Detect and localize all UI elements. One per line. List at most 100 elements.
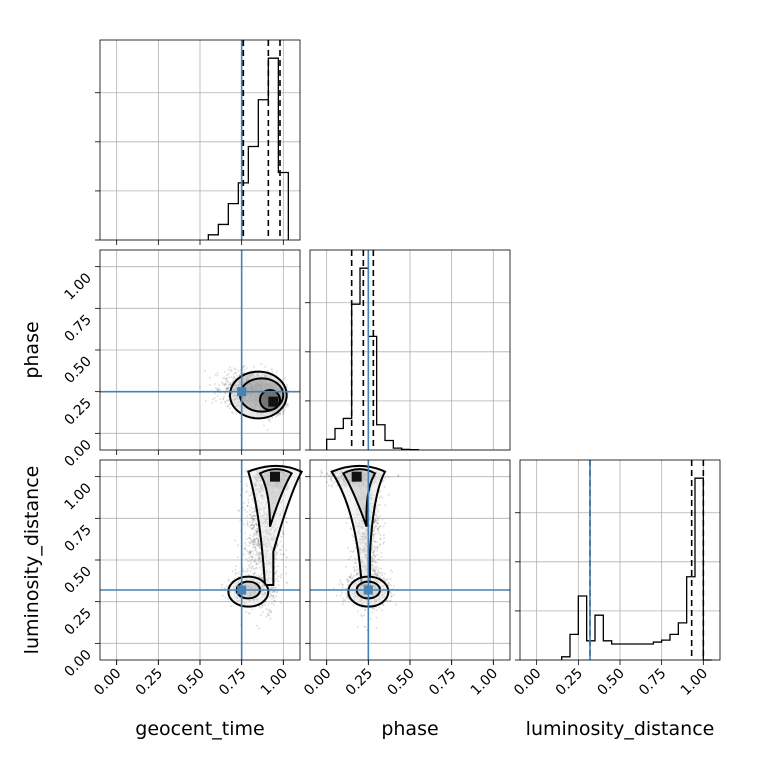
sample-point [258, 555, 261, 558]
sample-point [251, 521, 254, 524]
sample-point [256, 624, 259, 627]
sample-point [279, 601, 282, 604]
sample-point [324, 475, 327, 478]
sample-point [234, 564, 237, 567]
sample-point [246, 570, 249, 573]
sample-point [251, 507, 254, 510]
sample-point [229, 383, 232, 386]
sample-point [226, 387, 229, 390]
sample-point [253, 532, 256, 535]
sample-point [261, 606, 264, 609]
sample-point [228, 580, 231, 583]
sample-point [284, 555, 287, 558]
sample-point [255, 523, 258, 526]
sample-point [273, 599, 276, 602]
sample-point [224, 402, 227, 405]
sample-point [227, 372, 230, 375]
sample-point [247, 564, 250, 567]
sample-point [249, 541, 252, 544]
sample-point [279, 540, 282, 543]
truth-marker [237, 387, 247, 397]
sample-point [211, 401, 214, 404]
sample-point [229, 366, 232, 369]
sample-point [286, 556, 289, 559]
sample-point [379, 534, 382, 537]
sample-point [285, 549, 288, 552]
sample-point [234, 412, 237, 415]
sample-point [281, 558, 284, 561]
sample-point [227, 598, 230, 601]
sample-point [246, 504, 249, 507]
sample-point [230, 605, 233, 608]
sample-point [226, 374, 229, 377]
sample-point [273, 596, 276, 599]
sample-point [245, 558, 248, 561]
sample-point [232, 373, 235, 376]
sample-point [216, 374, 219, 377]
sample-point [269, 420, 272, 423]
sample-point [225, 382, 228, 385]
x-axis-label-0: geocent_time [135, 718, 264, 740]
sample-point [225, 386, 228, 389]
sample-point [227, 399, 230, 402]
sample-point [250, 539, 253, 542]
sample-point [242, 501, 245, 504]
sample-point [261, 611, 264, 614]
sample-point [279, 548, 282, 551]
sample-point [227, 368, 230, 371]
sample-point [268, 418, 271, 421]
sample-point [209, 384, 212, 387]
sample-point [247, 501, 250, 504]
sample-point [355, 569, 358, 572]
sample-point [224, 596, 227, 599]
sample-point [242, 568, 245, 571]
sample-point [237, 544, 240, 547]
sample-point [227, 386, 230, 389]
joint-panel-geocent_time-luminosity_distance [99, 459, 304, 661]
sample-point [258, 566, 261, 569]
sample-point [245, 611, 248, 614]
sample-point [225, 377, 228, 380]
sample-point [253, 365, 256, 368]
sample-point [285, 403, 288, 406]
sample-point [230, 383, 233, 386]
sample-point [264, 604, 267, 607]
sample-point [279, 576, 282, 579]
sample-point [254, 558, 257, 561]
histogram-step-geocent_time [207, 57, 289, 240]
sample-point [269, 617, 272, 620]
sample-point [220, 401, 223, 404]
sample-point [248, 545, 251, 548]
sample-point [249, 551, 252, 554]
sample-point [232, 378, 235, 381]
sample-point [282, 553, 285, 556]
sample-point [228, 383, 231, 386]
sample-point [235, 371, 238, 374]
sample-point [225, 379, 228, 382]
sample-point [234, 539, 237, 542]
histogram-step-phase [326, 267, 419, 451]
sample-point [223, 371, 226, 374]
sample-point [227, 387, 230, 390]
sample-point [211, 398, 214, 401]
sample-point [328, 474, 331, 477]
sample-point [255, 563, 258, 566]
sample-point [275, 557, 278, 560]
sample-point [230, 369, 233, 372]
sample-point [283, 377, 286, 380]
sample-point [257, 559, 260, 562]
sample-point [226, 387, 229, 390]
sample-point [387, 476, 390, 479]
sample-point [225, 379, 228, 382]
sample-point [252, 546, 255, 549]
sample-point [277, 584, 280, 587]
sample-point [237, 509, 240, 512]
sample-point [286, 521, 289, 524]
sample-point [285, 581, 288, 584]
sample-point [232, 411, 235, 414]
sample-point [271, 417, 274, 420]
sample-point [251, 608, 254, 611]
sample-point [246, 568, 249, 571]
sample-point [281, 412, 284, 415]
sample-point [226, 405, 229, 408]
